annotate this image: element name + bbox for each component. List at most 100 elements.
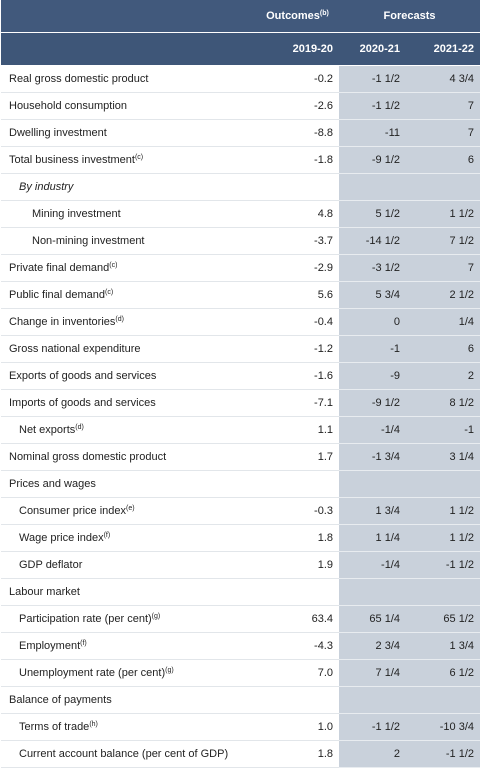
year-header: 2020-21 (339, 32, 406, 66)
note: (b) (319, 10, 329, 17)
table-row: Household consumption -2.6 -1 1/2 7 (1, 92, 481, 120)
forecast-cell: 1 3/4 (339, 497, 406, 525)
table-body: Real gross domestic product -0.2 -1 1/2 4 3… (1, 65, 481, 768)
label-text: Wage price index (19, 532, 104, 544)
row-label: Non-mining investment (1, 227, 256, 255)
table-row: Private final demand(c) -2.9 -3 1/2 7 (1, 254, 481, 282)
label-text: Real gross domestic product (9, 73, 149, 85)
note: (f) (103, 532, 111, 539)
value: -1.8 (314, 154, 333, 166)
note: (g) (165, 667, 174, 674)
row-label: Public final demand(c) (1, 281, 256, 309)
row-label: By industry (1, 173, 256, 201)
outcome-cell: -4.3 (256, 632, 339, 660)
outcome-cell: -1.6 (256, 362, 339, 390)
outcome-cell: -8.8 (256, 119, 339, 147)
forecast-cell: -9 1/2 (339, 146, 406, 174)
forecast-cell: 7 (406, 119, 481, 147)
value: 1.1 (317, 424, 333, 436)
value: -0.4 (314, 316, 333, 328)
value: 8 1/2 (449, 397, 475, 409)
forecast-cell: 1 1/4 (339, 524, 406, 552)
table-row: Unemployment rate (per cent)(g) 7.0 7 1/4 6… (1, 659, 481, 687)
table-row: Terms of trade(h) 1.0 -1 1/2 -10 3/4 (1, 713, 481, 741)
value: 6 (467, 154, 475, 166)
forecast-cell: -1 1/2 (339, 713, 406, 741)
forecast-cell: 1 1/2 (406, 200, 481, 228)
table-row: Exports of goods and services -1.6 -9 2 (1, 362, 481, 390)
blank-header (1, 32, 256, 66)
table-row: Imports of goods and services -7.1 -9 1/2 8… (1, 389, 481, 417)
table-row: Participation rate (per cent)(g) 63.4 65 1… (1, 605, 481, 633)
value: -0.2 (314, 73, 333, 85)
table-row: Change in inventories(d) -0.4 0 1/4 (1, 308, 481, 336)
forecast-cell (406, 470, 481, 498)
forecast-cell: 1 3/4 (406, 632, 481, 660)
value: 7 1/2 (449, 235, 475, 247)
outcome-cell: 7.0 (256, 659, 339, 687)
value: 3 1/4 (449, 451, 475, 463)
table-row: Wage price index(f) 1.8 1 1/4 1 1/2 (1, 524, 481, 552)
value: 1 3/4 (449, 640, 475, 652)
outcome-cell: -7.1 (256, 389, 339, 417)
row-label: Unemployment rate (per cent)(g) (1, 659, 256, 687)
outcome-cell: 4.8 (256, 200, 339, 228)
value: 1.7 (317, 451, 333, 463)
forecast-cell: 1 1/2 (406, 497, 481, 525)
label-text: Participation rate (per cent) (19, 613, 152, 625)
label-text: By industry (19, 181, 74, 193)
row-label: Private final demand(c) (1, 254, 256, 282)
row-label: Terms of trade(h) (1, 713, 256, 741)
value: -1/4 (381, 424, 400, 436)
value: 63.4 (311, 613, 333, 625)
forecast-cell (406, 578, 481, 606)
outcome-cell (256, 470, 339, 498)
table-row: Real gross domestic product -0.2 -1 1/2 4 3… (1, 65, 481, 93)
forecast-cell: -9 (339, 362, 406, 390)
label-text: Net exports (19, 424, 76, 436)
value: 7.0 (317, 667, 333, 679)
forecast-cell: 7 1/4 (339, 659, 406, 687)
row-label: Consumer price index(e) (1, 497, 256, 525)
table-row: GDP deflator 1.9 -1/4 -1 1/2 (1, 551, 481, 579)
value: -14 1/2 (365, 235, 400, 247)
forecast-cell (339, 470, 406, 498)
table-row: Nominal gross domestic product 1.7 -1 3/4 3… (1, 443, 481, 471)
value: 6 (467, 343, 475, 355)
note: (c) (109, 262, 118, 269)
note: (c) (105, 289, 114, 296)
forecast-cell: -14 1/2 (339, 227, 406, 255)
row-label: Participation rate (per cent)(g) (1, 605, 256, 633)
label-text: Gross national expenditure (9, 343, 141, 355)
table-row: Net exports(d) 1.1 -1/4 -1 (1, 416, 481, 444)
forecast-cell (339, 578, 406, 606)
forecast-cell: 0 (339, 308, 406, 336)
value: 5.6 (317, 289, 333, 301)
outcome-cell: 63.4 (256, 605, 339, 633)
table-row: Consumer price index(e) -0.3 1 3/4 1 1/2 (1, 497, 481, 525)
value: 1 1/2 (449, 208, 475, 220)
row-label: Labour market (1, 578, 256, 606)
forecast-cell: -1 3/4 (339, 443, 406, 471)
forecast-cell: 65 1/2 (406, 605, 481, 633)
value: -7.1 (314, 397, 333, 409)
row-label: GDP deflator (1, 551, 256, 579)
row-label: Real gross domestic product (1, 65, 256, 93)
row-label: Dwelling investment (1, 119, 256, 147)
forecast-cell: 65 1/4 (339, 605, 406, 633)
forecast-cell: 7 (406, 92, 481, 120)
value: 4.8 (317, 208, 333, 220)
value: 7 (467, 127, 475, 139)
year-header: 2021-22 (406, 32, 481, 66)
label-text: Non-mining investment (32, 235, 145, 247)
value: -1 (464, 424, 475, 436)
value: -8.8 (314, 127, 333, 139)
value: 1 1/4 (375, 532, 400, 544)
row-label: Imports of goods and services (1, 389, 256, 417)
forecast-cell: 6 (406, 146, 481, 174)
forecast-cell: -1 1/2 (339, 92, 406, 120)
outcomes-text: Outcomes (266, 10, 320, 22)
table-row: Total business investment(c) -1.8 -9 1/2 6 (1, 146, 481, 174)
forecast-cell: -1 1/2 (406, 551, 481, 579)
value: 1.8 (317, 748, 333, 760)
